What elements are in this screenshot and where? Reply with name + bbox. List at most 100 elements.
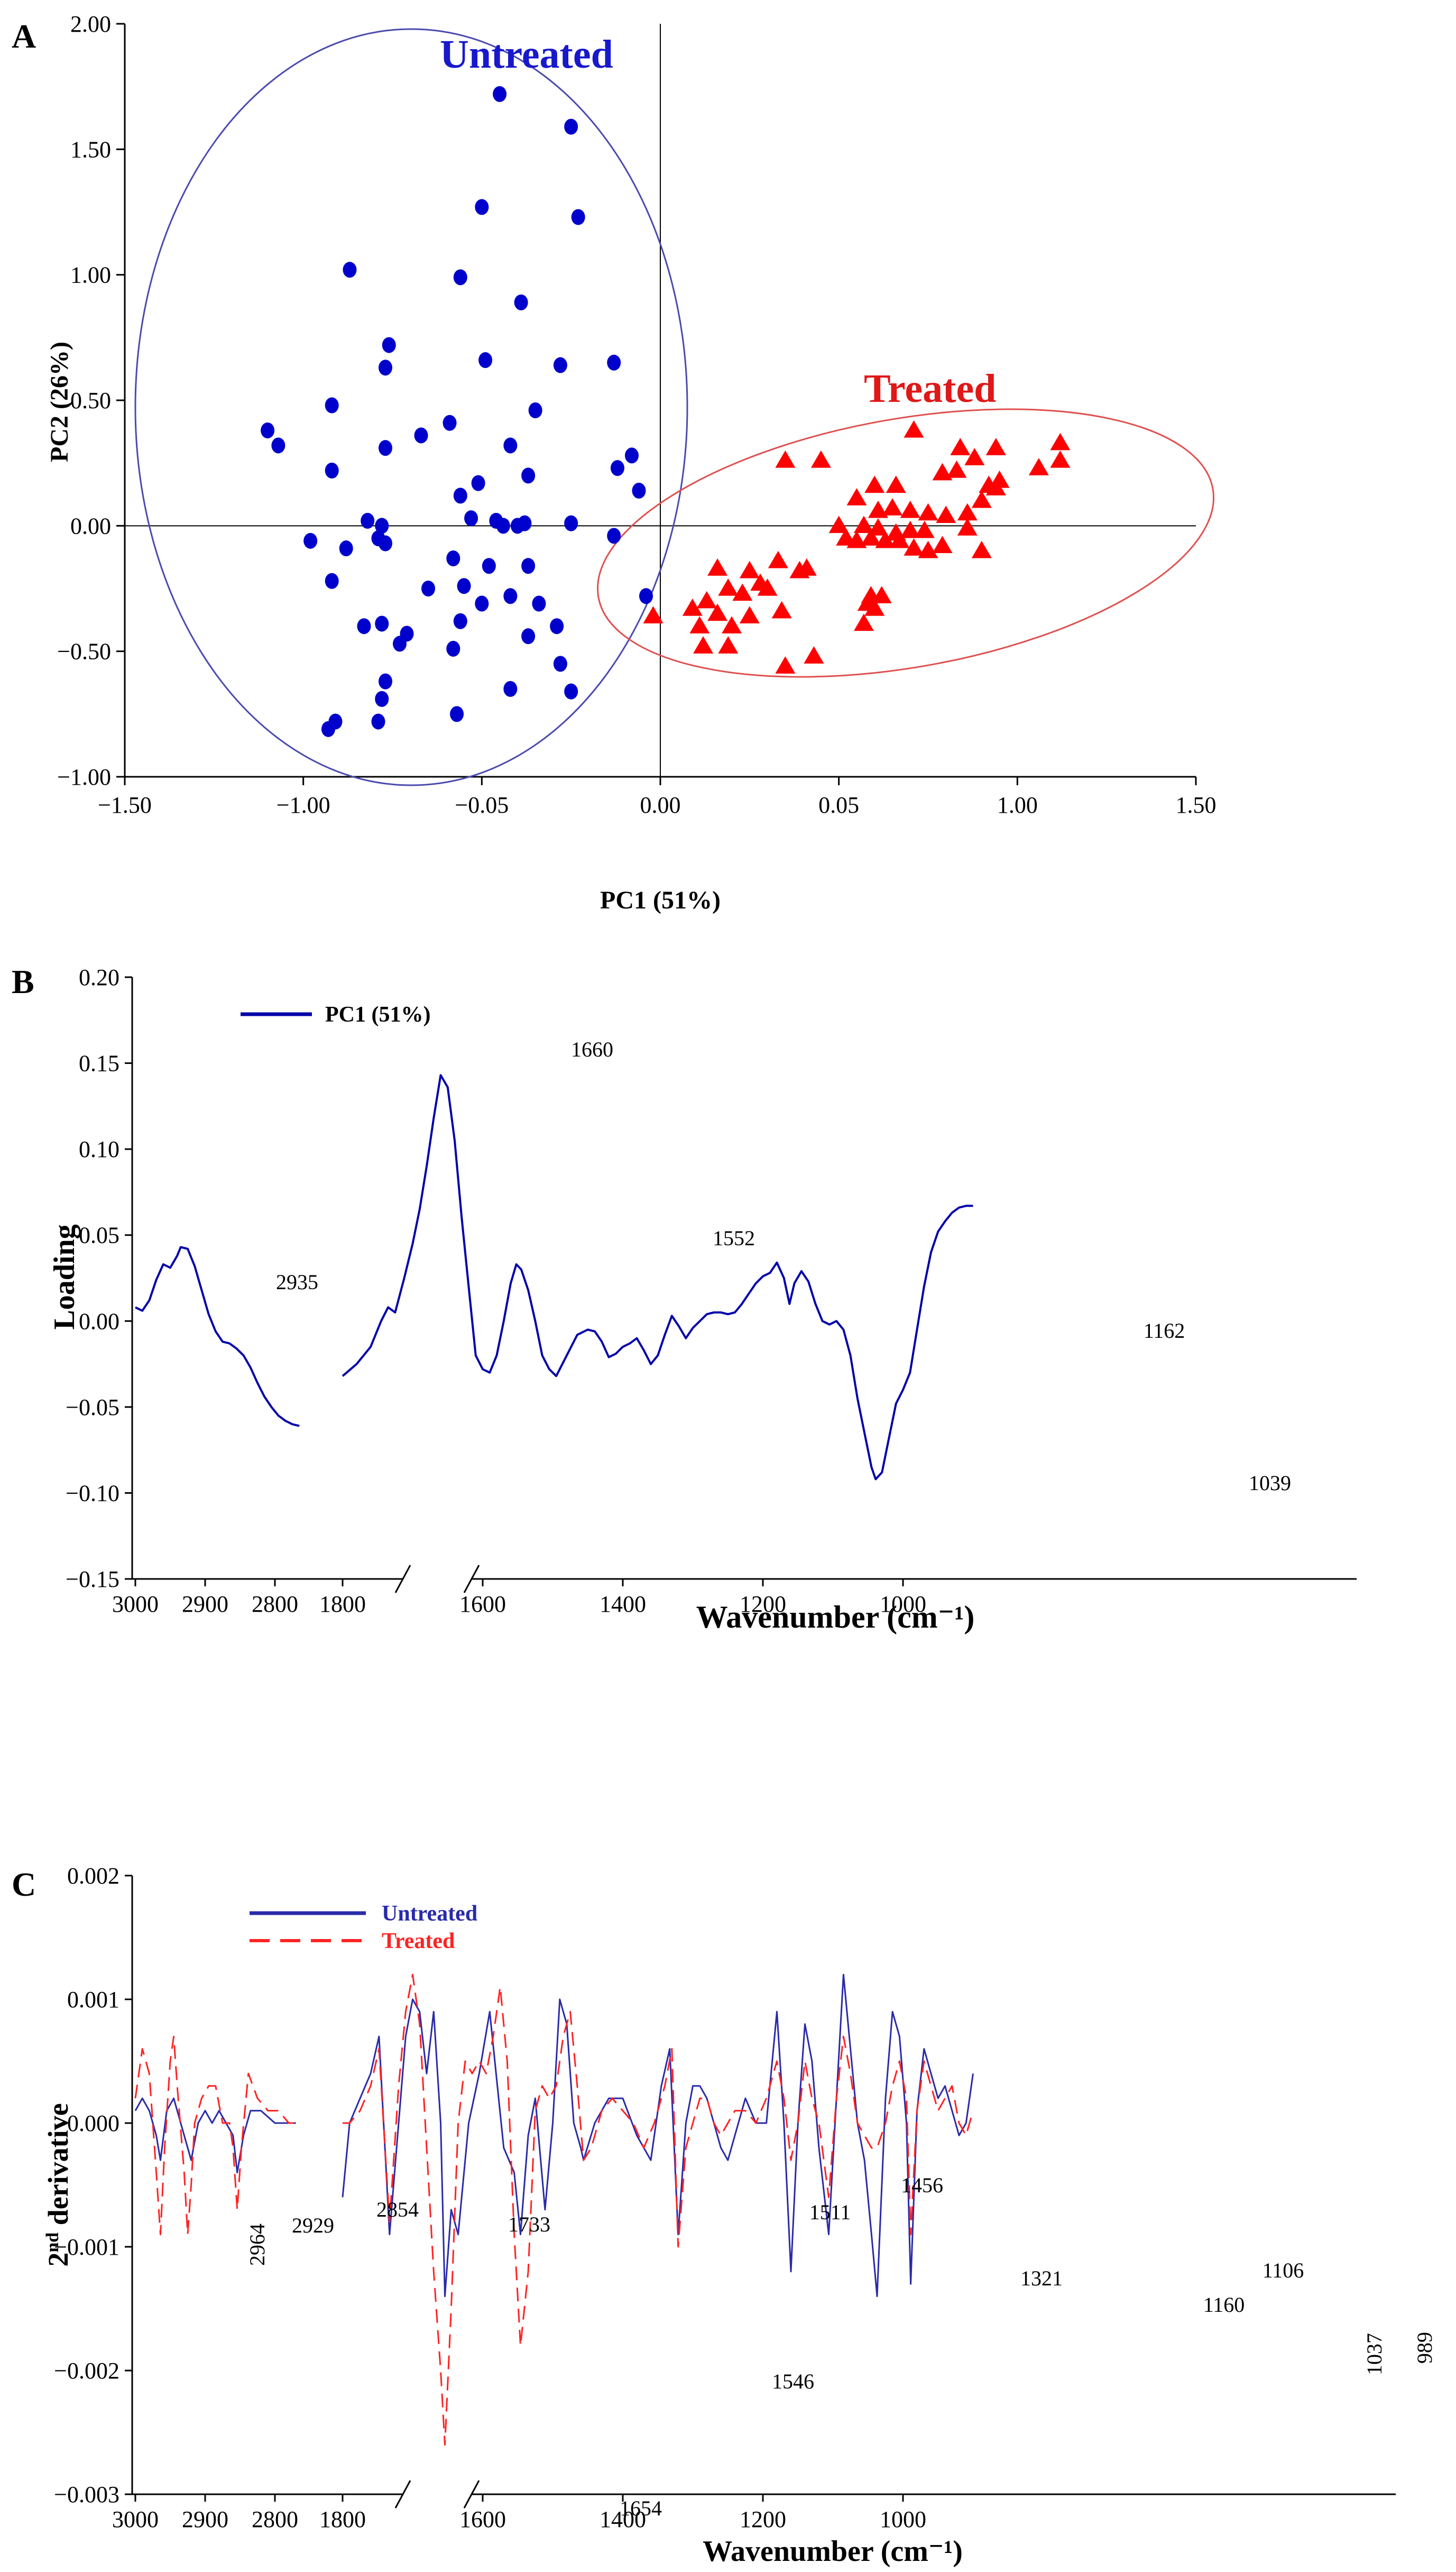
panel-a-axes: −1.50 −1.00 −0.05 0.00 0.05 1.00 1.50−1.00−0.5…	[57, 11, 1216, 818]
treated-point	[757, 578, 778, 596]
band-label-1511: 1511	[809, 2200, 851, 2224]
untreated-point	[478, 352, 493, 369]
panel-a-y-tick-label: 2.00	[70, 11, 111, 37]
untreated-point	[378, 360, 392, 376]
untreated-point	[553, 656, 567, 672]
panel-b-x-tick-label: 1600	[459, 1591, 506, 1617]
panel-b-x-tick-label: 1400	[600, 1591, 646, 1617]
untreated-point	[325, 573, 339, 589]
band-label-2929: 2929	[292, 2213, 334, 2237]
treated-point	[904, 420, 924, 438]
untreated-point	[610, 460, 624, 476]
panel-b-axes: 3000 2900 2800 1800 1600 1400 1200 1000 −0.15 −0.…	[66, 965, 1357, 1617]
panel-c-x-tick-label: 3000	[112, 2506, 159, 2532]
band-label-1321: 1321	[1020, 2266, 1063, 2290]
treated-point	[957, 503, 978, 521]
panel-b-y-axis-label: Loading	[48, 1224, 81, 1329]
panel-b-y-tick-label: 0.20	[79, 965, 119, 990]
untreated-point	[303, 532, 318, 549]
treated-point	[707, 558, 728, 576]
panel-a-y-tick-label: −0.50	[57, 639, 111, 665]
untreated-point	[414, 427, 428, 444]
panel-a-y-axis-label: PC2 (26%)	[45, 342, 73, 462]
panel-c-series-line-untreated-seg0	[134, 2097, 296, 2174]
panel-b: B 3000 2900 2800 1800 1600 1400 1200 1000 −0.15 −…	[12, 963, 1357, 1634]
panel-c-legend-label-untreated: Untreated	[382, 1902, 477, 1926]
untreated-point	[607, 528, 621, 544]
untreated-point	[446, 640, 460, 657]
panel-b-y-tick-label: −0.10	[66, 1480, 119, 1506]
panel-b-x-tick-label: 1200	[740, 1591, 786, 1617]
untreated-point	[261, 422, 275, 438]
untreated-point	[357, 618, 371, 635]
untreated-point	[471, 475, 485, 491]
panel-b-x-axis-label: Wavenumber (cm⁻¹)	[696, 1600, 975, 1634]
panel-c-axis-break-right	[463, 2480, 480, 2509]
treated-point	[875, 530, 896, 548]
untreated-point	[514, 294, 528, 310]
treated-point	[789, 561, 810, 578]
panel-c-y-tick-label: −0.002	[54, 2358, 119, 2384]
untreated-point	[632, 482, 646, 499]
treated-point	[918, 540, 938, 558]
peak-label-2935: 2935	[276, 1270, 318, 1294]
treated-point	[846, 530, 867, 548]
panel-c-series-line-untreated-seg1	[342, 1973, 974, 2298]
untreated-point	[321, 721, 335, 737]
treated-point	[889, 530, 910, 548]
panel-c-lines	[134, 1973, 974, 2446]
untreated-point	[553, 357, 567, 373]
panel-c-y-tick-label: 0.000	[67, 2110, 119, 2136]
untreated-point	[325, 397, 339, 414]
treated-point	[971, 490, 992, 508]
panel-a-x-tick-label: 1.00	[997, 792, 1038, 818]
treated-point	[914, 520, 935, 538]
treated-point	[864, 598, 885, 616]
peak-label-1552: 1552	[713, 1226, 755, 1250]
panel-c-axis-break-left	[394, 2480, 411, 2509]
panel-c-y-tick-label: −0.003	[54, 2482, 119, 2507]
panel-a-x-tick-label: −0.05	[455, 792, 509, 818]
untreated-point	[400, 626, 414, 642]
untreated-point	[457, 578, 471, 594]
untreated-point	[325, 462, 339, 479]
panel-a-x-tick-label: 0.00	[640, 792, 681, 818]
panel-c-x-tick-label: 1000	[880, 2506, 926, 2532]
untreated-point	[624, 447, 639, 464]
untreated-point	[453, 488, 467, 504]
panel-a-x-tick-label: −1.50	[98, 792, 152, 818]
untreated-point	[375, 691, 389, 707]
treated-point	[1050, 433, 1071, 451]
panel-a-x-tick-label: 1.50	[1176, 792, 1217, 818]
untreated-point	[375, 616, 389, 632]
treated-point	[864, 475, 885, 493]
band-label-1546: 1546	[772, 2369, 814, 2393]
untreated-point	[521, 467, 536, 484]
untreated-point	[378, 673, 392, 690]
panel-b-y-tick-label: 0.05	[79, 1223, 119, 1248]
untreated-point	[339, 540, 353, 557]
untreated-point	[446, 550, 460, 567]
treated-point	[696, 591, 717, 609]
band-label-1733: 1733	[508, 2212, 550, 2236]
treated-point	[868, 500, 888, 518]
panel-c-x-axis-label: Wavenumber (cm⁻¹)	[703, 2535, 963, 2568]
treated-point	[739, 606, 760, 623]
untreated-point	[550, 618, 564, 635]
panel-c-x-tick-label: 2900	[182, 2506, 228, 2532]
panel-c-x-tick-label: 2800	[252, 2506, 298, 2532]
untreated-point	[482, 558, 496, 574]
panel-label-a: A	[12, 17, 36, 55]
panel-a: A −1.50 −1.00 −0.05 0.00 0.05 1.00 1.50−1.00−0…	[12, 11, 1217, 914]
treated-point	[932, 463, 953, 481]
treated-point	[936, 506, 956, 523]
panel-b-y-tick-label: 0.15	[79, 1051, 119, 1077]
panel-b-y-tick-label: −0.15	[66, 1566, 119, 1592]
untreated-point	[453, 613, 467, 629]
treated-point	[718, 636, 739, 654]
untreated-point	[378, 535, 392, 552]
panel-a-points	[261, 86, 1071, 737]
untreated-point	[378, 440, 392, 456]
untreated-cluster-label: Untreated	[440, 32, 613, 77]
treated-point	[643, 606, 664, 623]
